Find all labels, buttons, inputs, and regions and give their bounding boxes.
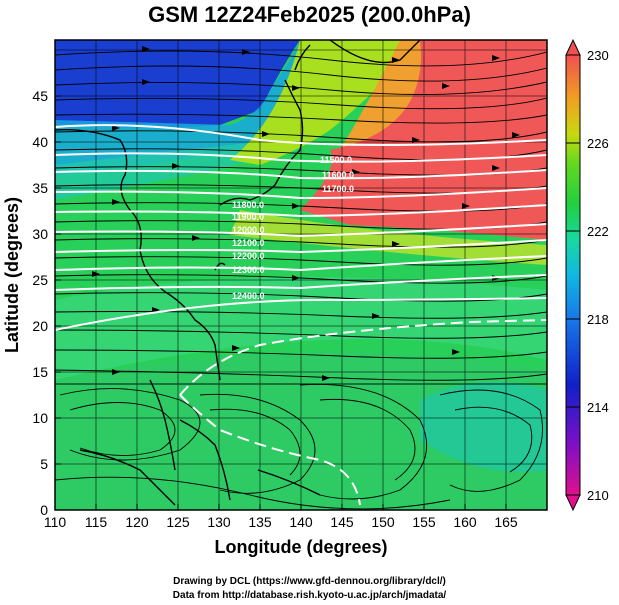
x-tick-label: 135 [248,514,272,530]
contour-label: 12200.0 [232,251,265,261]
shading-yellow-band [230,40,420,165]
colorbar-bottom-triangle [565,494,581,512]
x-tick-label: 145 [330,514,354,530]
contour-label: 12300.0 [232,265,265,275]
y-tick-label: 0 [40,502,48,518]
shading-blue-north [55,40,300,128]
y-tick-labels: 0 5 10 15 20 25 30 35 40 45 [32,88,48,518]
x-tick-label: 115 [85,514,108,530]
coastlines [55,40,421,506]
x-tick-label: 130 [207,514,231,530]
x-tick-label: 140 [289,514,313,530]
y-tick-label: 35 [32,180,48,196]
wind-arrowheads [92,46,520,381]
colorbar-top-triangle [565,38,581,56]
y-tick-label: 5 [40,456,48,472]
y-tick-label: 45 [32,88,48,104]
map-plot-area [55,40,547,510]
y-tick-label: 40 [32,134,48,150]
colorbar-tick-label: 230 [587,48,609,63]
contour-label: 11800.0 [232,200,264,210]
credit-line-dcl: Drawing by DCL (https://www.gfd-dennou.o… [173,576,446,587]
colorbar-tick-label: 218 [587,312,609,327]
colorbar-tick-label: 214 [587,400,609,415]
contour-label: 11900.0 [232,212,264,222]
contour-label: 11700.0 [322,184,354,194]
y-tick-label: 30 [32,226,48,242]
y-axis-title: Latitude (degrees) [2,197,22,353]
contour-label: 12100.0 [232,238,265,248]
contour-labels: 11500.0 11600.0 11700.0 11800.0 11900.0 … [232,155,354,301]
colorbar-tick-label: 210 [587,488,609,503]
y-tick-label: 25 [32,272,48,288]
contour-label: 11500.0 [320,155,352,165]
y-tick-label: 20 [32,318,48,334]
x-axis-title: Longitude (degrees) [214,537,387,557]
height-contours [55,124,547,506]
credit-line-data-source: Data from http://database.rish.kyoto-u.a… [172,590,447,601]
y-tick-label: 10 [32,410,48,426]
shading-yellow-south-of-jet [230,210,547,265]
x-tick-label: 160 [453,514,477,530]
contour-label: 11600.0 [322,170,354,180]
colorbar-gradient [565,54,581,496]
x-tick-label: 155 [412,514,436,530]
shading-teal-patch-east [420,382,547,472]
y-tick-label: 15 [32,364,48,380]
x-tick-labels: 110 115 120 125 130 135 140 145 150 155 … [44,514,518,530]
x-tick-label: 120 [125,514,149,530]
x-tick-label: 150 [371,514,395,530]
lat-lon-grid [55,40,547,510]
x-tick-label: 125 [166,514,190,530]
colorbar-tick-label: 222 [587,224,609,239]
x-tick-label: 110 [44,514,67,530]
tick-marks [55,95,507,510]
x-tick-label: 165 [494,514,518,530]
wind-streamlines [55,50,547,510]
contour-label: 12000.0 [232,225,265,235]
page-title: GSM 12Z24Feb2025 (200.0hPa) [148,2,471,27]
colorbar-tick-label: 226 [587,136,609,151]
colorbar: 230 226 222 218 214 210 [565,38,609,512]
shading-red-jet [300,40,547,240]
contour-label: 12400.0 [232,291,265,301]
